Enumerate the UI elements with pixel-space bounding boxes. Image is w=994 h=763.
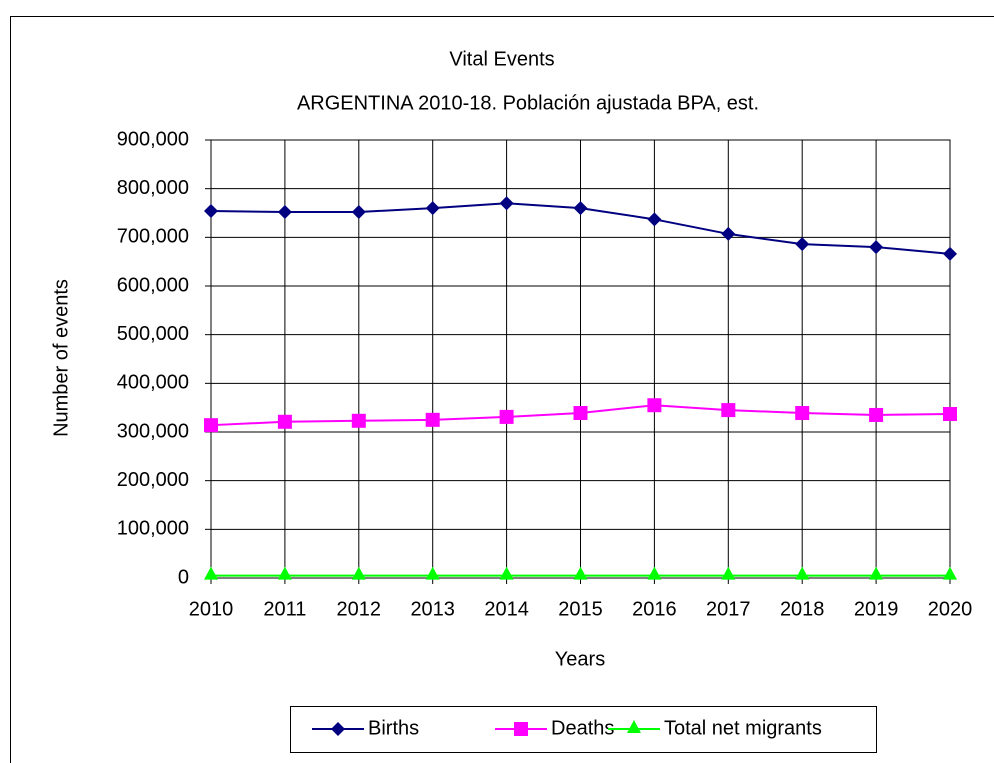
marker-diamond [647,212,662,227]
marker-diamond [351,205,366,220]
y-tick-label: 300,000 [117,420,189,442]
x-tick-label: 2015 [558,598,603,620]
y-tick-label: 700,000 [117,226,189,248]
marker-square [204,418,218,433]
marker-square [425,412,440,427]
marker-triangle [943,566,957,580]
x-tick-label: 2012 [337,598,382,620]
legend-label: Total net migrants [664,717,822,739]
y-tick-label: 600,000 [117,274,189,296]
x-tick-label: 2010 [189,598,234,620]
y-axis-label: Number of events [50,279,72,437]
y-tick-label: 900,000 [117,128,189,150]
legend-box [290,706,877,753]
marker-diamond [721,226,736,241]
chart-border [10,16,994,763]
x-tick-label: 2020 [928,598,973,620]
chart-subtitle: ARGENTINA 2010-18. Población ajustada BP… [297,92,759,114]
marker-diamond [204,204,218,219]
marker-triangle [721,566,736,580]
marker-square [351,413,366,428]
marker-square [795,406,810,421]
marker-diamond [499,196,514,211]
marker-square [943,406,957,421]
marker-square [869,407,884,422]
x-tick-label: 2019 [854,598,899,620]
marker-triangle [351,566,366,580]
marker-square [499,409,514,424]
y-tick-label: 800,000 [117,177,189,199]
marker-diamond [277,205,292,220]
y-tick-label: 400,000 [117,372,189,394]
marker-diamond [573,201,588,216]
marker-diamond [943,246,957,261]
marker-square [721,403,736,418]
y-tick-label: 0 [178,566,189,588]
x-axis-label: Years [555,648,605,670]
chart-title: Vital Events [449,48,554,70]
marker-triangle [204,566,218,580]
marker-diamond [331,722,345,736]
marker-triangle [499,566,514,580]
marker-triangle [573,566,588,580]
marker-triangle [277,566,292,580]
legend-label: Deaths [551,717,614,739]
marker-square [647,398,662,413]
marker-diamond [425,201,440,216]
marker-triangle [647,566,662,580]
x-tick-label: 2017 [706,598,751,620]
marker-triangle [869,566,884,580]
marker-triangle [627,720,641,733]
x-tick-label: 2018 [780,598,825,620]
legend-label: Births [368,717,419,739]
x-tick-label: 2013 [410,598,455,620]
marker-diamond [869,240,884,255]
x-tick-label: 2014 [484,598,529,620]
marker-square [514,722,528,736]
marker-diamond [795,237,810,252]
marker-triangle [425,566,440,580]
marker-triangle [795,566,810,580]
y-tick-label: 200,000 [117,469,189,491]
marker-square [277,414,292,429]
marker-square [573,406,588,421]
y-tick-label: 500,000 [117,323,189,345]
y-tick-label: 100,000 [117,518,189,540]
x-tick-label: 2011 [263,598,306,620]
x-tick-label: 2016 [632,598,677,620]
